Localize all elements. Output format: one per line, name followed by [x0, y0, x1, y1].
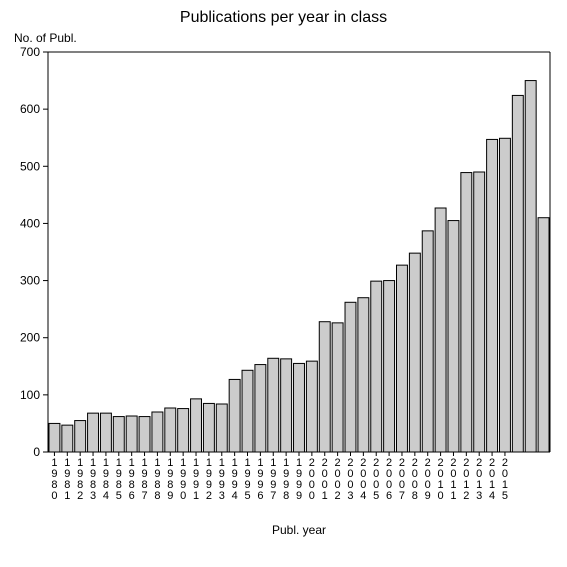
bar [152, 412, 163, 452]
x-tick-label: 2004 [360, 457, 366, 502]
x-tick-label: 2003 [347, 457, 353, 502]
x-tick-label: 1995 [244, 457, 250, 502]
y-tick-label: 100 [20, 388, 40, 402]
x-tick-label: 2009 [425, 457, 431, 502]
bar [384, 281, 395, 452]
x-tick-label: 2002 [335, 457, 341, 502]
bar [487, 139, 498, 452]
x-tick-label: 2015 [502, 457, 508, 502]
publications-chart: Publications per year in class No. of Pub… [0, 0, 567, 567]
y-tick-label: 500 [20, 159, 40, 173]
y-tick-label: 200 [20, 331, 40, 345]
bar [371, 281, 382, 452]
bar [358, 298, 369, 452]
x-tick-label: 2013 [476, 457, 482, 502]
x-tick-label: 1997 [270, 457, 276, 502]
bar [525, 81, 536, 452]
x-tick-label: 1986 [129, 457, 135, 502]
x-tick-label: 1982 [77, 457, 83, 502]
x-tick-label: 1993 [219, 457, 225, 502]
x-tick-label: 2010 [438, 457, 444, 502]
bar [242, 370, 253, 452]
x-tick-label: 1999 [296, 457, 302, 502]
bar [345, 302, 356, 452]
x-tick-label: 2011 [450, 457, 456, 502]
bar [294, 363, 305, 452]
chart-svg: Publications per year in class No. of Pub… [0, 0, 567, 567]
x-axis-label: Publ. year [272, 523, 326, 537]
bar [281, 359, 292, 452]
y-tick-label: 0 [33, 445, 40, 459]
bar [229, 379, 240, 452]
x-tick-label: 1989 [167, 457, 173, 502]
bar [422, 231, 433, 452]
y-tick-label: 700 [20, 45, 40, 59]
y-tick-label: 400 [20, 216, 40, 230]
x-tick-label: 2008 [412, 457, 418, 502]
bar [538, 218, 549, 452]
bar [139, 417, 150, 452]
bar [216, 404, 227, 452]
bar [88, 413, 99, 452]
x-tick-label: 1985 [116, 457, 122, 502]
bar [409, 253, 420, 452]
x-tick-label: 1983 [90, 457, 96, 502]
y-tick-label: 300 [20, 274, 40, 288]
x-tick-label: 2005 [373, 457, 379, 502]
x-tick-label: 2006 [386, 457, 392, 502]
bar [178, 409, 189, 452]
bar [75, 421, 86, 452]
bar [397, 265, 408, 452]
x-tick-label: 1994 [232, 457, 238, 502]
x-tick-label: 1987 [141, 457, 147, 502]
bar [332, 323, 343, 452]
x-tick-label: 1984 [103, 457, 109, 502]
x-tick-label: 2007 [399, 457, 405, 502]
bar [306, 361, 317, 452]
x-tick-label: 1990 [180, 457, 186, 502]
y-axis-label: No. of Publ. [14, 31, 77, 45]
x-tick-label: 2012 [463, 457, 469, 502]
bar [126, 416, 137, 452]
bar [165, 408, 176, 452]
chart-title: Publications per year in class [180, 9, 387, 26]
bar [113, 417, 124, 452]
bar [461, 173, 472, 452]
bar [474, 172, 485, 452]
bar [255, 365, 266, 452]
bar [499, 138, 510, 452]
bar [435, 208, 446, 452]
bar [512, 95, 523, 452]
bar [203, 403, 214, 452]
x-tick-label: 1988 [154, 457, 160, 502]
bar [448, 221, 459, 452]
x-tick-label: 1996 [257, 457, 263, 502]
x-tick-label: 1998 [283, 457, 289, 502]
bar [49, 423, 60, 452]
x-tick-label: 1992 [206, 457, 212, 502]
x-tick-label: 1981 [64, 457, 70, 502]
x-tick-label: 2001 [322, 457, 328, 502]
x-tick-label: 1980 [51, 457, 57, 502]
bar [100, 413, 111, 452]
x-tick-label: 2000 [309, 457, 315, 502]
x-tick-label: 2014 [489, 457, 495, 502]
bar [191, 399, 202, 452]
bar [319, 322, 330, 452]
y-tick-label: 600 [20, 102, 40, 116]
bar [62, 425, 73, 452]
x-tick-label: 1991 [193, 457, 199, 502]
bar [268, 358, 279, 452]
